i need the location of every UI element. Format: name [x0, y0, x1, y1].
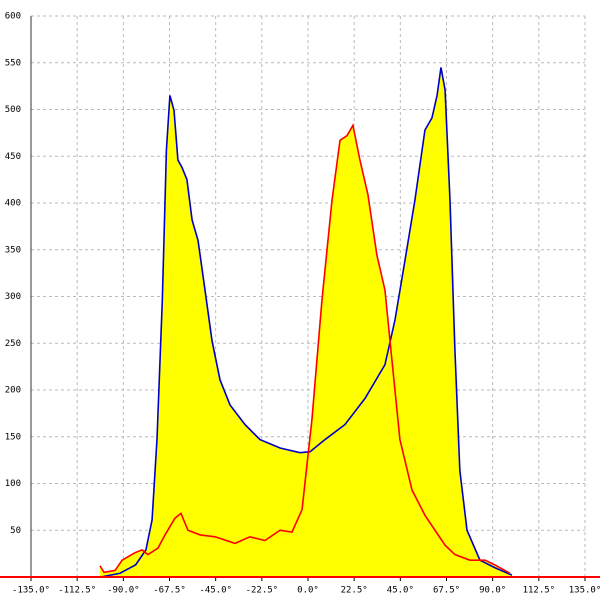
area-fill [100, 67, 512, 578]
y-tick-label: 600 [5, 12, 21, 22]
x-tick-label: 112.5° [523, 586, 556, 596]
y-tick-label: 250 [5, 339, 21, 349]
x-tick-label: -135.0° [12, 586, 50, 596]
y-tick-label: 400 [5, 199, 21, 209]
x-tick-label: 90.0° [479, 586, 506, 596]
y-tick-label: 550 [5, 58, 21, 68]
x-tick-label: -112.5° [58, 586, 96, 596]
y-tick-label: 50 [10, 526, 21, 536]
y-tick-label: 150 [5, 432, 21, 442]
y-tick-label: 100 [5, 479, 21, 489]
y-tick-label: 450 [5, 152, 21, 162]
x-tick-label: 0.0° [297, 586, 319, 596]
x-tick-label: 135.0° [569, 586, 600, 596]
x-tick-label: -22.5° [246, 586, 279, 596]
y-tick-label: 200 [5, 386, 21, 396]
x-tick-label: 67.5° [433, 586, 460, 596]
series-line [100, 67, 513, 578]
y-tick-label: 300 [5, 292, 21, 302]
x-tick-label: -90.0° [107, 586, 140, 596]
x-tick-label: 22.5° [341, 586, 368, 596]
y-tick-label: 350 [5, 245, 21, 255]
x-tick-label: -45.0° [199, 586, 232, 596]
series-line [99, 123, 511, 574]
y-tick-label: 500 [5, 105, 21, 115]
x-tick-label: 45.0° [387, 586, 414, 596]
x-tick-label: -67.5° [153, 586, 186, 596]
